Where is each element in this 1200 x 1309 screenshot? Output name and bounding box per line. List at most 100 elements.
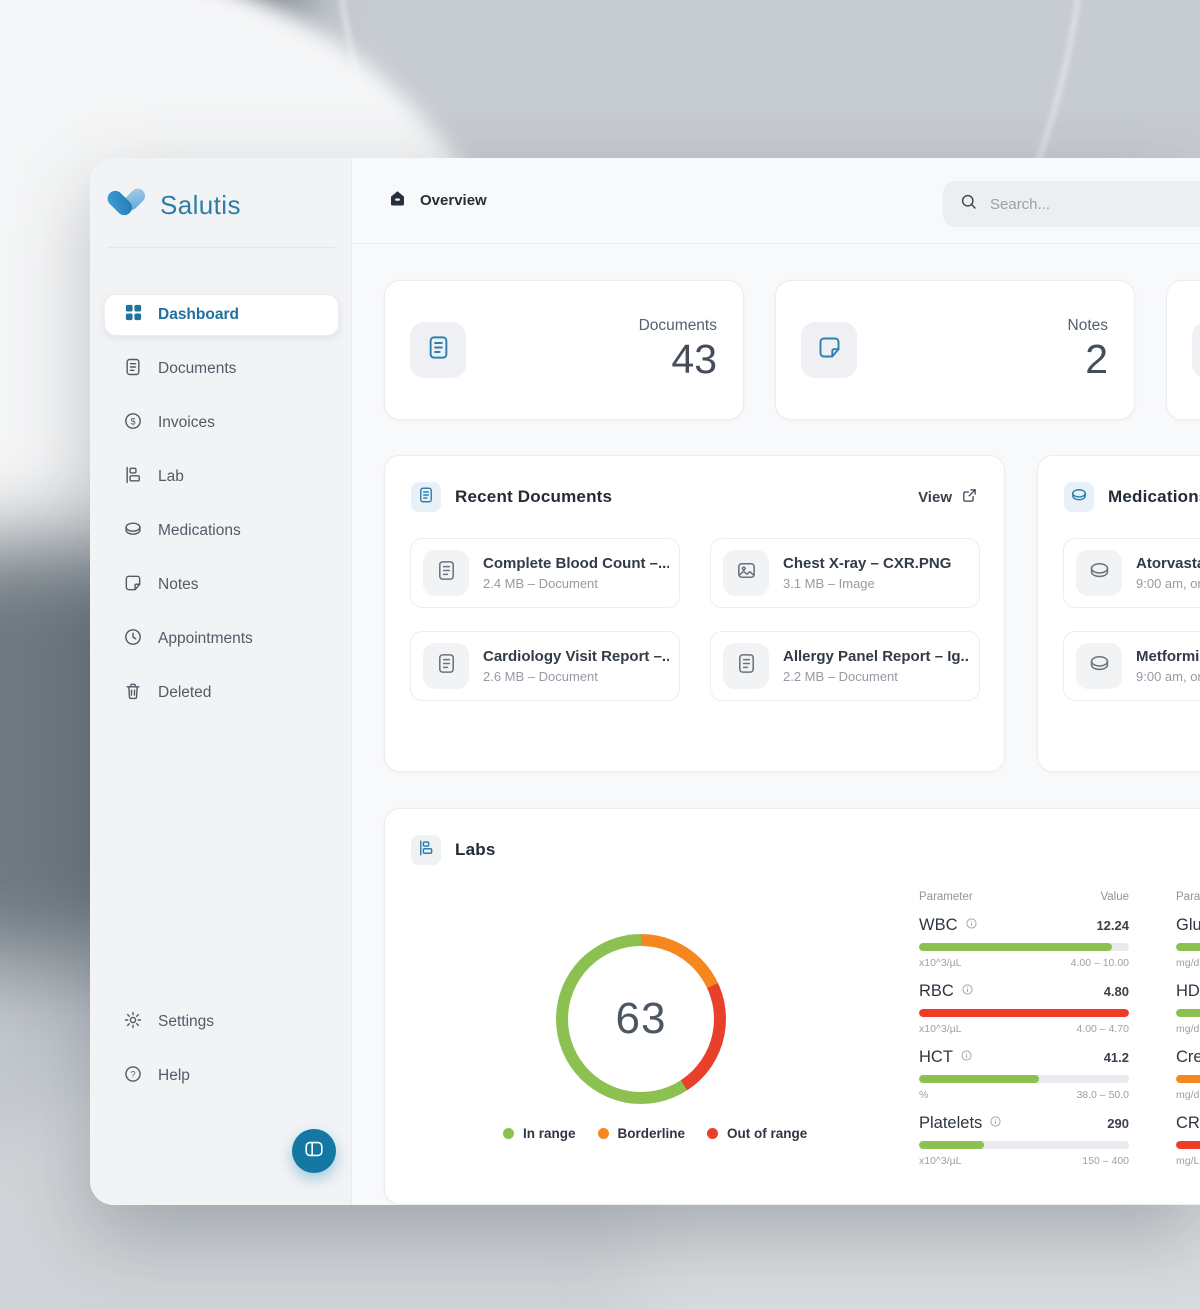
labs-score: 63	[615, 994, 667, 1043]
sidebar-item-settings[interactable]: Settings	[104, 1001, 339, 1043]
lab-bars-icon	[123, 465, 143, 490]
sidebar-item-lab[interactable]: Lab	[104, 456, 339, 498]
info-icon[interactable]	[989, 1114, 1002, 1133]
sidebar-item-medications[interactable]: Medications	[104, 510, 339, 552]
stat-card-notes[interactable]: Notes 2	[775, 280, 1135, 420]
medication-list-item[interactable]: Atorvastatin 9:00 am, once daily	[1063, 538, 1200, 608]
documents-grid: Complete Blood Count –... 2.4 MB – Docum…	[385, 512, 1004, 701]
info-icon[interactable]	[965, 916, 978, 935]
icon-tile	[411, 835, 441, 865]
lab-range: 38.0 – 50.0	[1076, 1089, 1129, 1101]
sidebar-item-documents[interactable]: Documents	[104, 348, 339, 390]
lab-unit: x10^3/µL	[919, 1023, 962, 1035]
sidebar-footer: Settings ? Help	[104, 1001, 339, 1097]
lab-unit: mg/dL	[1176, 957, 1200, 969]
icon-tile	[411, 482, 441, 512]
lab-bar	[919, 943, 1129, 951]
search-bar[interactable]	[943, 181, 1200, 227]
lab-param-name: CRP	[1176, 1114, 1200, 1132]
lab-bar	[919, 1141, 1129, 1149]
document-list-item[interactable]: Cardiology Visit Report –... 2.6 MB – Do…	[410, 631, 680, 701]
medication-name: Metformin	[1136, 648, 1200, 665]
clock-icon	[123, 627, 143, 652]
lab-unit: x10^3/µL	[919, 957, 962, 969]
search-input[interactable]	[990, 195, 1190, 213]
collapse-sidebar-button[interactable]	[292, 1129, 336, 1173]
legend-dot-out-of-range	[707, 1128, 719, 1139]
lab-unit: %	[919, 1089, 929, 1101]
view-documents-link[interactable]: View	[918, 487, 978, 508]
labs-panel: Labs 63 In range Borderline	[384, 808, 1200, 1205]
lab-unit: mg/dL	[1176, 1089, 1200, 1101]
panel-toggle-icon	[303, 1138, 325, 1165]
lab-row-platelets: Platelets 290 x10^3/µL 150 – 400	[919, 1114, 1129, 1167]
lab-unit: mg/L	[1176, 1155, 1200, 1167]
sidebar-nav: Dashboard Documents $ Invoices Lab	[104, 294, 339, 714]
info-icon[interactable]	[961, 982, 974, 1001]
sidebar-item-invoices[interactable]: $ Invoices	[104, 402, 339, 444]
medication-list-item[interactable]: Metformin 9:00 am, once daily	[1063, 631, 1200, 701]
divider	[108, 247, 335, 248]
icon-tile	[1076, 643, 1122, 689]
document-list-item[interactable]: Allergy Panel Report – Ig... 2.2 MB – Do…	[710, 631, 980, 701]
sidebar-item-label: Appointments	[158, 630, 253, 647]
lab-param-name: Platelets	[919, 1114, 983, 1132]
stat-card-clipped[interactable]	[1166, 280, 1200, 420]
stat-label: Documents	[638, 317, 717, 335]
lab-row-creatinine: Creatinine mg/dL	[1176, 1048, 1200, 1101]
lab-row-hdl: HDL mg/dL	[1176, 982, 1200, 1035]
panel-title: Recent Documents	[455, 487, 613, 506]
column-header-parameter: Parameter	[1176, 891, 1200, 903]
sidebar-item-label: Settings	[158, 1013, 215, 1030]
stat-card-documents[interactable]: Documents 43	[384, 280, 744, 420]
lab-bar	[919, 1075, 1129, 1083]
sidebar-item-appointments[interactable]: Appointments	[104, 618, 339, 660]
content: Documents 43 Notes 2	[352, 244, 1200, 1205]
lab-param-name: RBC	[919, 982, 954, 1000]
legend-item: Borderline	[597, 1126, 685, 1141]
sidebar-item-dashboard[interactable]: Dashboard	[104, 294, 339, 336]
lab-param-name: WBC	[919, 916, 958, 934]
top-bar: Overview	[352, 158, 1200, 244]
legend-label: In range	[523, 1126, 576, 1141]
sidebar-item-label: Deleted	[158, 684, 212, 701]
icon-tile	[423, 643, 469, 689]
document-icon	[435, 652, 458, 680]
app-logo: Salutis	[104, 184, 339, 227]
external-link-icon	[961, 487, 978, 508]
lab-param-value: 12.24	[1096, 918, 1129, 933]
lab-row-glucose: Glucose mg/dL	[1176, 916, 1200, 969]
sidebar-item-help[interactable]: ? Help	[104, 1055, 339, 1097]
lab-row-hct: HCT 41.2 % 38.0 – 50.0	[919, 1048, 1129, 1101]
breadcrumb-label: Overview	[420, 192, 487, 209]
stats-row: Documents 43 Notes 2	[384, 280, 1200, 420]
svg-text:$: $	[130, 416, 135, 426]
heart-logo-icon	[106, 184, 148, 227]
lab-bar	[919, 1009, 1129, 1017]
document-meta: 2.6 MB – Document	[483, 669, 598, 684]
lab-param-value: 290	[1107, 1116, 1129, 1131]
main-area: Overview Documents	[352, 158, 1200, 1205]
dollar-circle-icon: $	[123, 411, 143, 436]
pill-icon	[1070, 486, 1088, 509]
document-icon	[735, 652, 758, 680]
panel-title: Medications	[1108, 487, 1200, 506]
document-name: Complete Blood Count –...	[483, 555, 669, 572]
labs-legend: In range Borderline Out of range	[503, 1126, 807, 1141]
column-header-parameter: Parameter	[919, 891, 973, 903]
pill-icon	[123, 519, 143, 544]
sidebar: Salutis Dashboard Documents $ Invoices	[90, 158, 352, 1205]
info-icon[interactable]	[960, 1048, 973, 1067]
trash-icon	[123, 681, 143, 706]
sidebar-item-label: Dashboard	[158, 306, 239, 323]
document-icon	[425, 334, 452, 366]
lab-bar	[1176, 1009, 1200, 1017]
document-name: Cardiology Visit Report –...	[483, 648, 669, 665]
svg-text:?: ?	[130, 1069, 135, 1079]
sidebar-item-notes[interactable]: Notes	[104, 564, 339, 606]
document-list-item[interactable]: Chest X-ray – CXR.PNG 3.1 MB – Image	[710, 538, 980, 608]
breadcrumb: Overview	[388, 189, 487, 212]
document-list-item[interactable]: Complete Blood Count –... 2.4 MB – Docum…	[410, 538, 680, 608]
sidebar-item-deleted[interactable]: Deleted	[104, 672, 339, 714]
lab-param-name: Creatinine	[1176, 1048, 1200, 1066]
